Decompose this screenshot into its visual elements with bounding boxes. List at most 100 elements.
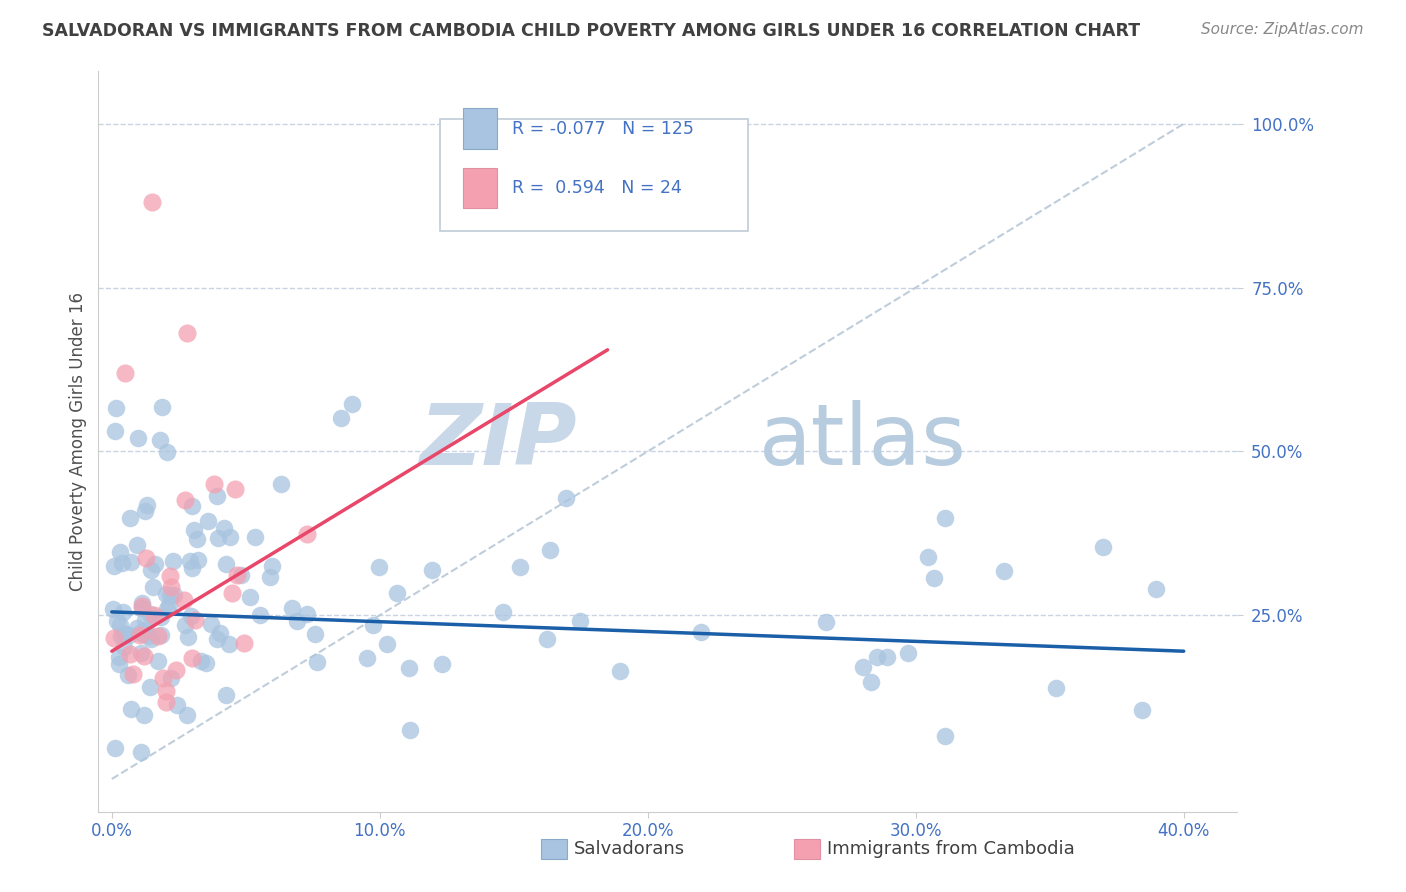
- Point: [104, 424, 127, 438]
- Point: [131, 595, 153, 609]
- Point: [200, 616, 222, 631]
- Point: [118, 628, 141, 642]
- Point: [117, 668, 139, 682]
- Point: [103, 631, 125, 645]
- Point: [114, 366, 136, 380]
- Point: [143, 557, 166, 571]
- Text: R = -0.077   N = 125: R = -0.077 N = 125: [512, 120, 693, 138]
- Point: [118, 510, 141, 524]
- Point: [120, 556, 142, 570]
- Point: [163, 589, 186, 603]
- Point: [108, 657, 131, 672]
- Point: [108, 545, 131, 559]
- Point: [135, 623, 157, 637]
- Point: [141, 195, 163, 210]
- Point: [149, 434, 172, 448]
- Point: [295, 527, 318, 541]
- Point: [233, 636, 256, 650]
- Point: [420, 563, 443, 577]
- Text: SALVADORAN VS IMMIGRANTS FROM CAMBODIA CHILD POVERTY AMONG GIRLS UNDER 16 CORREL: SALVADORAN VS IMMIGRANTS FROM CAMBODIA C…: [42, 22, 1140, 40]
- Point: [183, 524, 205, 538]
- Point: [262, 559, 284, 574]
- Point: [367, 559, 389, 574]
- Point: [176, 707, 198, 722]
- Point: [385, 586, 408, 600]
- Point: [876, 649, 898, 664]
- Point: [159, 569, 181, 583]
- Point: [934, 729, 956, 743]
- Point: [142, 580, 165, 594]
- Point: [363, 618, 385, 632]
- Point: [179, 554, 201, 568]
- Point: [111, 605, 134, 619]
- Y-axis label: Child Poverty Among Girls Under 16: Child Poverty Among Girls Under 16: [69, 292, 87, 591]
- Point: [103, 559, 125, 574]
- Point: [173, 592, 195, 607]
- Text: atlas: atlas: [759, 400, 967, 483]
- Point: [186, 532, 208, 546]
- Point: [155, 684, 177, 698]
- Point: [190, 654, 212, 668]
- Point: [139, 563, 162, 577]
- Point: [690, 624, 713, 639]
- Point: [155, 587, 177, 601]
- Point: [134, 613, 156, 627]
- Point: [180, 499, 202, 513]
- Point: [136, 498, 159, 512]
- Point: [108, 617, 131, 632]
- Point: [187, 553, 209, 567]
- Point: [162, 554, 184, 568]
- Point: [340, 397, 363, 411]
- Text: Source: ZipAtlas.com: Source: ZipAtlas.com: [1201, 22, 1364, 37]
- Point: [152, 400, 174, 414]
- Point: [105, 614, 128, 628]
- FancyBboxPatch shape: [463, 168, 498, 209]
- Text: R =  0.594   N = 24: R = 0.594 N = 24: [512, 179, 682, 197]
- Point: [149, 610, 172, 624]
- FancyBboxPatch shape: [463, 108, 498, 149]
- Point: [492, 605, 515, 619]
- Point: [259, 570, 281, 584]
- Point: [127, 621, 149, 635]
- Point: [305, 655, 328, 669]
- Point: [1092, 541, 1115, 555]
- Point: [134, 708, 156, 723]
- Point: [224, 482, 246, 496]
- Point: [139, 680, 162, 694]
- Point: [356, 651, 378, 665]
- Point: [103, 602, 125, 616]
- Point: [159, 588, 181, 602]
- Point: [270, 476, 292, 491]
- Point: [852, 660, 875, 674]
- Point: [176, 326, 198, 341]
- Point: [131, 599, 153, 613]
- Point: [181, 651, 204, 665]
- Point: [142, 608, 165, 623]
- Point: [165, 663, 187, 677]
- Point: [859, 674, 882, 689]
- Point: [104, 741, 127, 756]
- Point: [1144, 582, 1167, 596]
- Point: [112, 627, 135, 641]
- Point: [243, 530, 266, 544]
- Point: [295, 607, 318, 621]
- Point: [398, 661, 420, 675]
- Point: [205, 489, 228, 503]
- Point: [934, 511, 956, 525]
- Point: [197, 514, 219, 528]
- Point: [281, 600, 304, 615]
- Text: ZIP: ZIP: [419, 400, 576, 483]
- Text: Immigrants from Cambodia: Immigrants from Cambodia: [827, 840, 1074, 858]
- Point: [105, 401, 128, 415]
- Point: [174, 493, 197, 508]
- Point: [131, 601, 153, 615]
- Point: [180, 561, 202, 575]
- Point: [155, 602, 177, 616]
- Point: [917, 550, 939, 565]
- Point: [112, 640, 135, 654]
- Point: [149, 627, 172, 641]
- Point: [219, 531, 242, 545]
- Point: [215, 557, 238, 571]
- Point: [107, 649, 129, 664]
- Point: [329, 411, 352, 425]
